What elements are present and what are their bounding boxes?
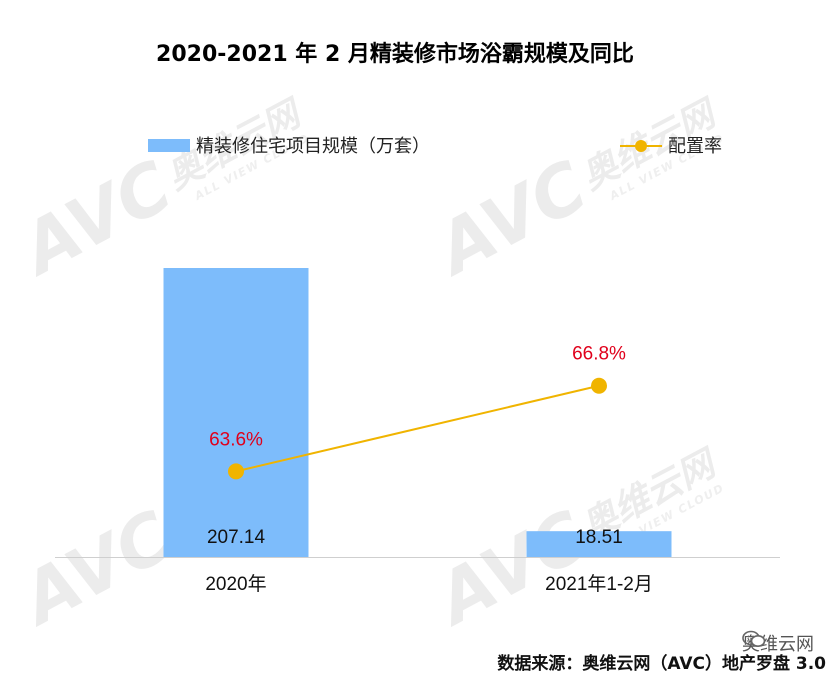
watermark-logo: AVC: [5, 495, 185, 643]
watermark: AVC: [420, 495, 600, 643]
x-axis: 2020年 2021年1-2月: [55, 557, 780, 595]
line-series: 63.6% 66.8%: [209, 344, 626, 480]
wechat-tag: 奥维云网: [742, 630, 814, 656]
watermark-logo: AVC: [5, 145, 185, 293]
x-tick-label: 2021年1-2月: [545, 573, 653, 595]
bar-value-label: 18.51: [575, 527, 623, 548]
wechat-icon: [742, 630, 766, 647]
rate-value-label: 63.6%: [209, 429, 263, 450]
watermark: AVC: [5, 145, 185, 293]
bar: [163, 268, 309, 557]
legend-bar-swatch: [148, 139, 190, 152]
legend-line-label: 配置率: [668, 136, 722, 157]
legend: 精装修住宅项目规模（万套） 配置率: [148, 136, 722, 157]
legend-line-marker: [635, 140, 647, 152]
chart-title: 2020-2021 年 2 月精装修市场浴霸规模及同比: [156, 41, 634, 67]
watermark-logo: AVC: [420, 495, 600, 643]
watermark: AVC: [420, 145, 600, 293]
rate-line: [235, 384, 600, 473]
legend-bar-label: 精装修住宅项目规模（万套）: [196, 136, 430, 157]
bar: [526, 531, 672, 557]
x-tick-label: 2020年: [205, 573, 266, 595]
bar-value-label: 207.14: [207, 527, 266, 548]
data-source: 数据来源：奥维云网（AVC）地产罗盘 3.0: [497, 654, 826, 674]
rate-value-label: 66.8%: [572, 344, 626, 365]
bar-series: 207.14 18.51: [163, 268, 672, 557]
watermark-logo: AVC: [420, 145, 600, 293]
watermark: AVC: [5, 495, 185, 643]
rate-point: [591, 377, 607, 394]
rate-point: [228, 463, 244, 480]
